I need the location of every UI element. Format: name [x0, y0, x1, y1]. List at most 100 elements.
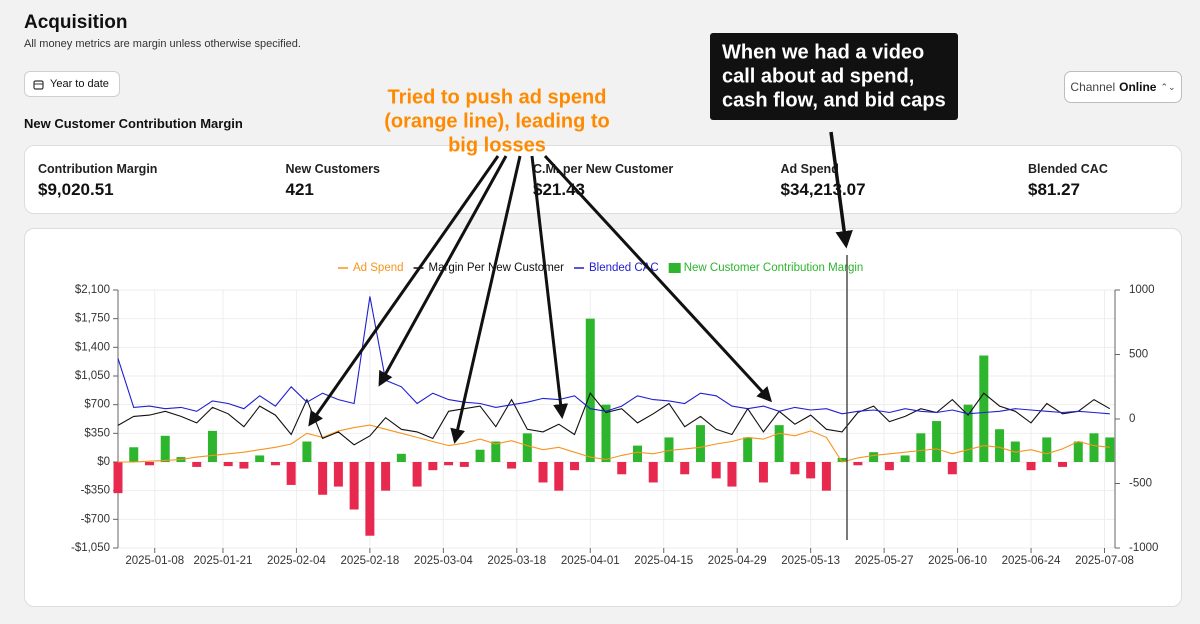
bar: [617, 462, 627, 475]
line-series: [117, 296, 1110, 415]
legend-label: Ad Spend: [353, 262, 404, 274]
y-tick-label: $700: [84, 399, 110, 411]
date-range-button[interactable]: Year to date: [24, 71, 120, 97]
metric-value: $34,213.07: [780, 180, 866, 199]
y2-tick-label: 500: [1129, 349, 1148, 361]
bar: [995, 429, 1005, 462]
metric-label: C.M. per New Customer: [533, 162, 674, 176]
bar: [192, 462, 202, 467]
bar: [570, 462, 580, 471]
channel-select[interactable]: Channel Online ⌃⌄: [1064, 71, 1182, 103]
bar: [270, 462, 280, 466]
channel-value: Online: [1119, 80, 1157, 94]
bar: [1026, 462, 1036, 471]
annotation-arrow: [308, 155, 500, 427]
bar: [853, 462, 863, 466]
bar: [774, 425, 784, 462]
bar: [743, 437, 753, 462]
bar: [239, 462, 249, 469]
channel-label: Channel: [1070, 80, 1116, 94]
bar: [916, 433, 926, 462]
x-tick-label: 2025-05-27: [855, 555, 914, 567]
bar: [664, 437, 674, 462]
bar: [160, 435, 170, 462]
metric-label: New Customers: [285, 162, 380, 176]
bar: [601, 404, 611, 462]
annotation-arrow: [829, 131, 853, 249]
bar: [1089, 433, 1099, 462]
annotation-text: big losses: [448, 134, 546, 156]
y-tick-label: -$1,050: [71, 542, 110, 554]
bar: [459, 462, 469, 467]
y2-tick-label: 0: [1129, 413, 1135, 425]
bar: [381, 462, 391, 491]
x-tick-label: 2025-03-18: [487, 555, 546, 567]
legend-label: New Customer Contribution Margin: [684, 262, 864, 274]
x-tick-label: 2025-06-10: [928, 555, 987, 567]
metric-label: Ad Spend: [780, 162, 839, 176]
bar: [1058, 462, 1068, 467]
annotation-text: Tried to push ad spend: [388, 86, 607, 108]
bar: [758, 462, 768, 483]
legend-label: Blended CAC: [589, 262, 659, 274]
metric-value: 421: [285, 180, 314, 199]
bar: [900, 455, 910, 462]
legend-label: Margin Per New Customer: [429, 262, 565, 274]
bar: [144, 462, 154, 466]
metric-label: Contribution Margin: [38, 162, 158, 176]
bar: [365, 462, 375, 536]
bar: [396, 453, 406, 462]
bar: [1042, 437, 1052, 462]
bar: [979, 355, 989, 462]
annotation-text: When we had a video: [722, 41, 924, 63]
metric: Contribution Margin $9,020.51: [38, 162, 157, 200]
bar: [223, 462, 233, 467]
bar: [207, 430, 217, 462]
bar: [727, 462, 737, 487]
bar: [632, 445, 642, 462]
y-tick-label: -$350: [81, 485, 110, 497]
section-title: New Customer Contribution Margin: [24, 116, 243, 131]
y-tick-label: $1,050: [75, 370, 110, 382]
x-tick-label: 2025-04-01: [561, 555, 620, 567]
y-tick-label: $0: [97, 456, 110, 468]
bar: [412, 462, 422, 487]
bar: [869, 452, 879, 462]
bar: [884, 462, 894, 471]
metrics-card: Contribution Margin $9,020.51 New Customer…: [24, 145, 1182, 214]
bar: [648, 462, 658, 483]
bar: [522, 433, 532, 462]
bar: [680, 462, 690, 475]
calendar-icon: [33, 79, 44, 90]
bar: [286, 462, 296, 485]
annotation-box: [710, 33, 958, 120]
bar: [428, 462, 438, 471]
x-tick-label: 2025-03-04: [414, 555, 473, 567]
y-tick-label: $2,100: [75, 284, 110, 296]
bar: [255, 455, 265, 462]
bar: [507, 462, 517, 469]
x-tick-label: 2025-01-08: [125, 555, 184, 567]
metric-value: $81.27: [1028, 180, 1080, 199]
bar: [963, 404, 973, 462]
y-tick-label: -$700: [81, 513, 110, 525]
bar: [444, 462, 454, 466]
bar: [711, 462, 721, 479]
bar: [837, 457, 847, 462]
x-tick-label: 2025-06-24: [1002, 555, 1061, 567]
bar: [302, 441, 312, 462]
y2-tick-label: -500: [1129, 478, 1152, 490]
legend-swatch: [668, 263, 681, 273]
bar: [585, 318, 595, 462]
bar: [790, 462, 800, 475]
metric: New Customers 421: [286, 162, 380, 200]
x-tick-label: 2025-04-29: [708, 555, 767, 567]
bar: [554, 462, 564, 491]
bar: [932, 421, 942, 462]
x-tick-label: 2025-01-21: [194, 555, 253, 567]
x-tick-label: 2025-04-15: [634, 555, 693, 567]
y-tick-label: $350: [84, 427, 110, 439]
annotation-arrow: [530, 155, 569, 419]
annotation-text: (orange line), leading to: [384, 110, 610, 132]
